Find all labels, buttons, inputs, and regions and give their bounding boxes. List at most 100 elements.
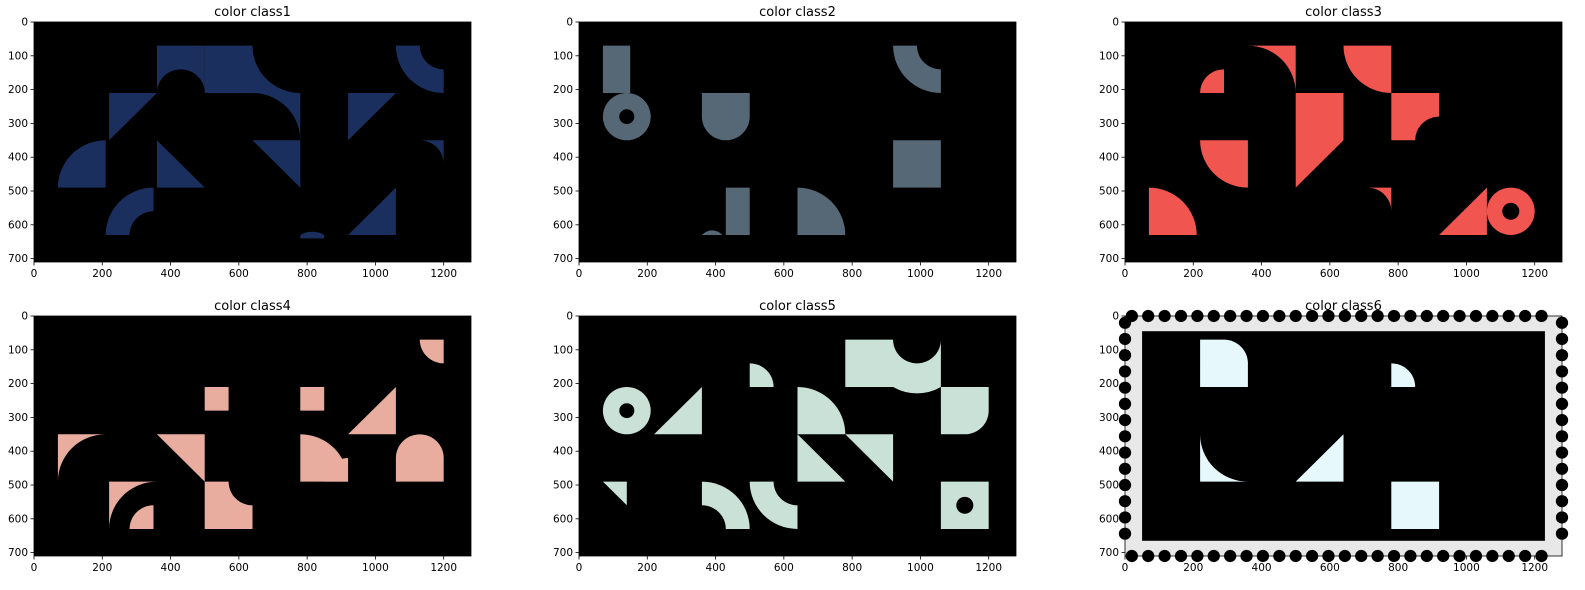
x-tick-label: 0: [1122, 268, 1129, 280]
x-tick-label: 1000: [1453, 268, 1480, 280]
mask-region: [701, 92, 750, 141]
x-tick-label: 400: [1252, 268, 1272, 280]
mask-region: [419, 339, 444, 364]
x-tick-label: 1200: [1521, 562, 1548, 574]
x-tick-label: 0: [1122, 562, 1129, 574]
x-tick-label: 600: [229, 562, 249, 574]
y-tick-label: 400: [553, 152, 573, 164]
x-tick-label: 200: [92, 268, 112, 280]
mask-region: [395, 45, 444, 93]
y-tick-label: 300: [8, 118, 28, 130]
x-tick-label: 600: [774, 562, 794, 574]
panel-title: color class4: [214, 299, 291, 314]
y-tick-label: 600: [1099, 219, 1119, 231]
y-tick-label: 700: [8, 547, 28, 559]
x-tick-label: 800: [1388, 268, 1408, 280]
mask-shapes: [57, 339, 444, 529]
y-tick-label: 300: [553, 412, 573, 424]
y-tick-label: 200: [553, 378, 573, 390]
x-tick-label: 200: [637, 268, 657, 280]
y-tick-label: 400: [1099, 152, 1119, 164]
y-tick-label: 700: [553, 253, 573, 265]
y-tick-label: 300: [553, 118, 573, 130]
y-tick-label: 500: [1099, 480, 1119, 492]
x-tick-label: 800: [1388, 562, 1408, 574]
mask-region: [156, 45, 205, 93]
x-tick-label: 1000: [1453, 562, 1480, 574]
x-tick-label: 200: [92, 562, 112, 574]
mask-region: [1391, 481, 1440, 529]
mask-region: [1200, 434, 1248, 482]
mask-region: [300, 386, 325, 411]
mask-region: [204, 386, 229, 411]
y-tick-label: 500: [8, 480, 28, 492]
y-tick-label: 0: [566, 17, 573, 29]
x-tick-label: 1200: [1521, 268, 1548, 280]
panel-title: color class1: [214, 5, 291, 20]
mask-shapes: [602, 45, 941, 235]
mask-region: [156, 140, 205, 188]
y-tick-label: 600: [8, 219, 28, 231]
mask-region: [109, 92, 157, 141]
axes-frame: [578, 315, 1017, 557]
y-tick-label: 100: [1099, 344, 1119, 356]
mask-region: [348, 92, 396, 141]
x-tick-label: 600: [229, 268, 249, 280]
x-tick-label: 1000: [362, 562, 389, 574]
x-tick-label: 1200: [975, 562, 1002, 574]
panel-title: color class2: [759, 5, 836, 20]
y-tick-label: 700: [8, 253, 28, 265]
y-tick-label: 200: [553, 84, 573, 96]
mask-region: [57, 434, 106, 482]
y-tick-label: 500: [8, 186, 28, 198]
image-background: [1125, 22, 1562, 262]
y-tick-label: 100: [553, 344, 573, 356]
mask-region: [1367, 187, 1392, 212]
y-tick-label: 400: [8, 152, 28, 164]
mask-region: [1200, 140, 1248, 188]
x-tick-label: 200: [637, 562, 657, 574]
x-tick-label: 400: [161, 268, 181, 280]
x-tick-label: 800: [297, 268, 317, 280]
panel-title: color class5: [759, 299, 836, 314]
x-tick-label: 800: [842, 268, 862, 280]
mask-region: [1200, 69, 1225, 93]
mask-region: [602, 92, 651, 141]
y-tick-label: 600: [553, 219, 573, 231]
y-tick-label: 300: [8, 412, 28, 424]
axes-frame: [1124, 21, 1563, 263]
mask-region: [204, 481, 253, 529]
y-tick-label: 100: [8, 50, 28, 62]
mask-region: [1200, 339, 1248, 387]
mask-shapes: [1118, 309, 1569, 563]
y-tick-label: 100: [8, 344, 28, 356]
mask-region: [1247, 45, 1296, 93]
x-tick-label: 600: [1320, 562, 1340, 574]
mask-region: [1391, 92, 1440, 141]
axes-frame: [33, 21, 472, 263]
mask-region: [797, 187, 846, 235]
x-tick-label: 0: [31, 562, 38, 574]
mask-region: [105, 187, 154, 235]
x-tick-label: 200: [1183, 268, 1203, 280]
y-tick-label: 200: [8, 84, 28, 96]
x-tick-label: 1000: [907, 562, 934, 574]
x-tick-label: 400: [161, 562, 181, 574]
y-tick-label: 200: [8, 378, 28, 390]
x-tick-label: 800: [842, 562, 862, 574]
x-tick-label: 1000: [362, 268, 389, 280]
panel-title: color class3: [1305, 5, 1382, 20]
mask-region: [749, 363, 774, 387]
y-tick-label: 600: [553, 513, 573, 525]
y-tick-label: 700: [553, 547, 573, 559]
mask-region: [940, 386, 989, 435]
x-tick-label: 800: [297, 562, 317, 574]
mask-region: [1486, 187, 1535, 235]
x-tick-label: 400: [706, 268, 726, 280]
axes-frame: [578, 21, 1017, 263]
